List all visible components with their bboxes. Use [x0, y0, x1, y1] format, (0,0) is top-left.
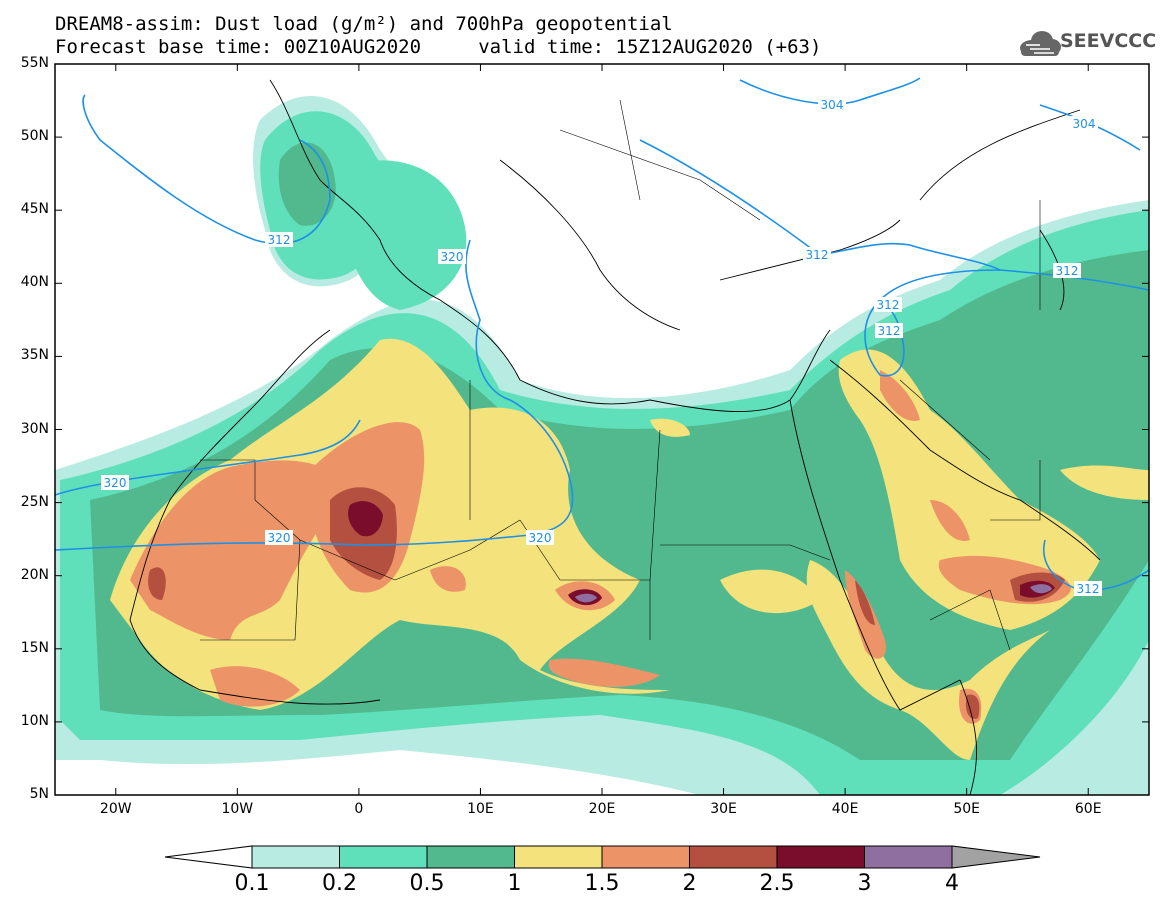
lat-tick-label: 55N: [20, 55, 49, 71]
colorbar-label: 0.1: [234, 871, 270, 896]
lon-tick-label: 30E: [710, 801, 737, 817]
lat-tick-label: 20N: [20, 566, 49, 583]
colorbar-label: 2.5: [759, 871, 795, 896]
colorbar-swatch: [776, 845, 865, 869]
lat-tick-label: 35N: [20, 347, 49, 364]
contour-label: 312: [877, 298, 900, 312]
lat-tick-label: 5N: [29, 786, 49, 802]
colorbar: [164, 845, 1041, 869]
colorbar-label: 0.5: [409, 871, 445, 896]
lat-tick-label: 15N: [20, 639, 49, 656]
colorbar-label: 4: [945, 871, 959, 896]
map-subtitle: Forecast base time: 00Z10AUG2020 valid t…: [55, 36, 822, 58]
contour-label: 320: [529, 531, 552, 545]
lat-tick-label: 30N: [20, 420, 49, 437]
lon-tick-label: 20W: [99, 801, 132, 817]
contour-label: 320: [441, 250, 464, 264]
lon-tick-label: 50E: [953, 801, 980, 817]
contour-label-bg: [526, 530, 554, 545]
lon-tick-label: 20E: [588, 801, 616, 817]
lon-tick-label: 0: [354, 801, 364, 817]
lat-tick-label: 50N: [20, 128, 49, 145]
contour-label-bg: [1053, 263, 1081, 278]
contour-label-bg: [1074, 581, 1102, 596]
contour-label: 312: [806, 248, 829, 262]
contour-label-bg: [265, 232, 293, 247]
colorbar-swatch: [514, 845, 603, 869]
contour-label: 312: [1056, 264, 1079, 278]
colorbar-swatch: [864, 845, 953, 869]
contour-label: 304: [821, 98, 844, 112]
contour-label-bg: [875, 323, 903, 338]
colorbar-label: 1.5: [584, 871, 620, 896]
colorbar-low-triangle: [164, 845, 253, 869]
colorbar-high-triangle: [951, 845, 1041, 869]
lat-tick-label: 25N: [20, 493, 49, 510]
geopotential-contours: [55, 77, 1149, 591]
colorbar-swatch: [601, 845, 690, 869]
lat-tick-label: 40N: [20, 274, 49, 291]
lat-tick-label: 45N: [20, 201, 49, 218]
contour-label-bg: [874, 297, 902, 312]
lon-tick-label: 40E: [831, 801, 859, 817]
contour-label: 320: [104, 476, 127, 490]
contour-label: 312: [268, 233, 291, 247]
contour-label-bg: [438, 249, 466, 264]
contour-label: 312: [878, 324, 901, 338]
lon-tick-label: 60E: [1074, 801, 1102, 817]
colorbar-label: 3: [857, 871, 872, 896]
cloud-icon: [1020, 31, 1061, 56]
lon-tick-label: 10E: [467, 801, 494, 817]
colorbar-label: 2: [682, 871, 697, 896]
colorbar-swatch: [689, 845, 778, 869]
contour-label-bg: [1070, 116, 1098, 131]
borders: [200, 99, 1041, 651]
colorbar-label: 0.2: [322, 871, 357, 896]
contour-label: 320: [268, 531, 291, 545]
contour-label: 312: [1077, 582, 1100, 596]
contour-label-bg: [101, 475, 129, 490]
contour-label-bg: [818, 97, 846, 112]
map-title: DREAM8-assim: Dust load (g/m²) and 700hP…: [55, 13, 673, 35]
contour-label: 304: [1073, 117, 1096, 131]
colorbar-swatch: [251, 845, 340, 869]
lon-tick-label: 10W: [221, 801, 254, 817]
colorbar-swatch: [339, 845, 428, 869]
coastlines: [129, 79, 1101, 795]
logo-text: SEEVCCC: [1060, 30, 1157, 52]
colorbar-label: 1: [507, 871, 522, 896]
contour-label-bg: [803, 247, 831, 262]
lat-tick-label: 10N: [20, 712, 49, 729]
contour-label-bg: [265, 530, 293, 545]
colorbar-swatch: [426, 845, 515, 869]
